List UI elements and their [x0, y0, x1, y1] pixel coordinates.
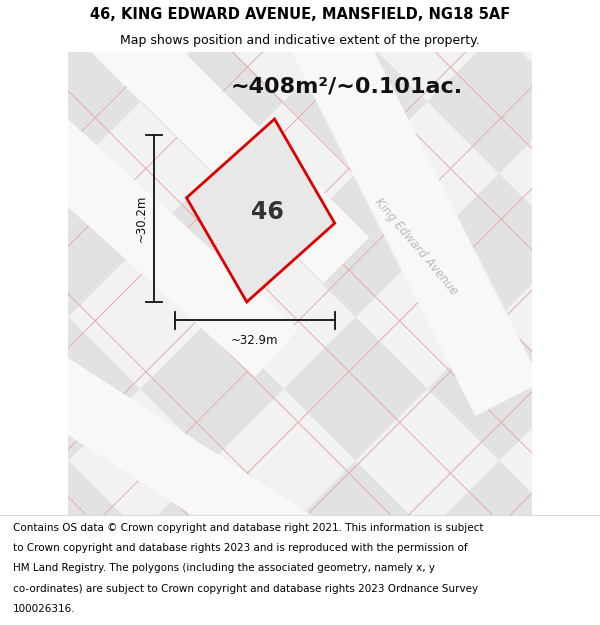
Polygon shape	[266, 569, 445, 625]
Polygon shape	[482, 0, 600, 102]
Text: Map shows position and indicative extent of the property.: Map shows position and indicative extent…	[120, 34, 480, 47]
Polygon shape	[410, 282, 589, 461]
Text: ~30.2m: ~30.2m	[134, 195, 148, 242]
Polygon shape	[0, 0, 158, 174]
Text: ~408m²/~0.101ac.: ~408m²/~0.101ac.	[230, 77, 463, 97]
Polygon shape	[266, 0, 445, 174]
Text: King Edward Avenue: King Edward Avenue	[371, 196, 460, 298]
Polygon shape	[553, 0, 600, 174]
Text: 46, KING EDWARD AVENUE, MANSFIELD, NG18 5AF: 46, KING EDWARD AVENUE, MANSFIELD, NG18 …	[90, 7, 510, 22]
Polygon shape	[51, 210, 230, 389]
Text: 100026316.: 100026316.	[13, 604, 76, 614]
Polygon shape	[51, 67, 230, 246]
Polygon shape	[0, 426, 14, 604]
Polygon shape	[338, 210, 517, 389]
Polygon shape	[0, 282, 14, 461]
Polygon shape	[266, 0, 445, 30]
Polygon shape	[338, 354, 517, 532]
Text: HM Land Registry. The polygons (including the associated geometry, namely x, y: HM Land Registry. The polygons (includin…	[13, 563, 435, 573]
Polygon shape	[0, 0, 158, 30]
Text: Contains OS data © Crown copyright and database right 2021. This information is : Contains OS data © Crown copyright and d…	[13, 522, 484, 532]
Polygon shape	[0, 569, 14, 625]
Text: ~32.9m: ~32.9m	[231, 334, 278, 348]
Polygon shape	[338, 498, 517, 625]
Polygon shape	[482, 67, 600, 246]
Polygon shape	[51, 498, 230, 625]
Polygon shape	[0, 139, 14, 318]
Polygon shape	[276, 0, 541, 416]
Polygon shape	[1, 98, 299, 377]
Polygon shape	[410, 0, 589, 174]
Polygon shape	[0, 139, 158, 318]
Polygon shape	[482, 354, 600, 532]
Polygon shape	[122, 139, 301, 318]
Polygon shape	[0, 426, 158, 604]
Polygon shape	[338, 67, 517, 246]
Polygon shape	[410, 0, 589, 30]
Polygon shape	[122, 569, 301, 625]
Polygon shape	[553, 0, 600, 30]
Polygon shape	[0, 0, 14, 174]
Polygon shape	[410, 426, 589, 604]
Polygon shape	[0, 67, 86, 246]
Polygon shape	[338, 0, 517, 102]
Polygon shape	[266, 426, 445, 604]
Polygon shape	[0, 210, 86, 389]
Polygon shape	[0, 0, 86, 102]
Polygon shape	[0, 569, 158, 625]
Text: co-ordinates) are subject to Crown copyright and database rights 2023 Ordnance S: co-ordinates) are subject to Crown copyr…	[13, 584, 478, 594]
Polygon shape	[51, 0, 230, 102]
Polygon shape	[266, 139, 445, 318]
Polygon shape	[51, 354, 230, 532]
Polygon shape	[122, 282, 301, 461]
Polygon shape	[194, 498, 373, 625]
Polygon shape	[194, 354, 373, 532]
Polygon shape	[194, 0, 373, 102]
Polygon shape	[68, 0, 369, 283]
Polygon shape	[187, 119, 335, 302]
Polygon shape	[194, 210, 373, 389]
Polygon shape	[122, 0, 301, 30]
Polygon shape	[266, 282, 445, 461]
Polygon shape	[553, 282, 600, 461]
Polygon shape	[5, 339, 341, 589]
Polygon shape	[0, 354, 86, 532]
Polygon shape	[0, 0, 14, 30]
Polygon shape	[553, 139, 600, 318]
Polygon shape	[0, 282, 158, 461]
Polygon shape	[194, 67, 373, 246]
Polygon shape	[482, 210, 600, 389]
Polygon shape	[122, 426, 301, 604]
Polygon shape	[0, 498, 86, 625]
Text: to Crown copyright and database rights 2023 and is reproduced with the permissio: to Crown copyright and database rights 2…	[13, 543, 468, 553]
Polygon shape	[410, 139, 589, 318]
Text: 46: 46	[251, 199, 284, 224]
Polygon shape	[122, 0, 301, 174]
